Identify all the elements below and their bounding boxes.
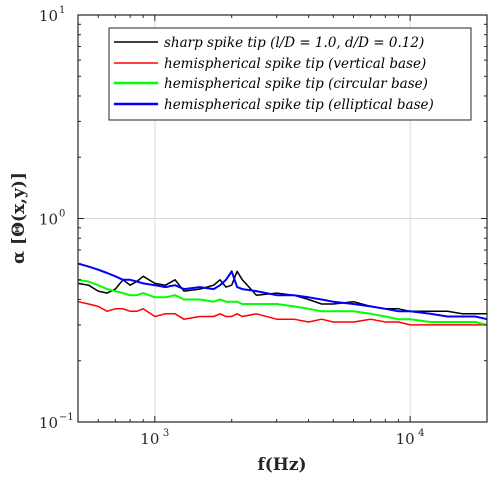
series-layer <box>77 262 488 326</box>
x-tick-exponent: 4 <box>418 428 424 439</box>
legend-label-circular: hemispherical spike tip (circular base) <box>164 76 428 92</box>
x-axis-title: f(Hz) <box>257 455 306 475</box>
x-tick-exponent: 3 <box>163 428 169 439</box>
x-tick-label: 10 <box>140 430 159 448</box>
y-tick-exponent: −1 <box>59 412 74 423</box>
y-tick-label: 10 <box>39 7 58 25</box>
y-tick-label: 10 <box>39 211 58 229</box>
elliptical-base-series <box>77 262 488 321</box>
x-tick-label: 10 <box>396 430 415 448</box>
axis-ticks: 10 3 10 410 −110 010 1 <box>39 5 488 448</box>
vertical-base-series <box>77 300 487 326</box>
y-tick-exponent: 0 <box>59 209 65 220</box>
y-axis-title: α [Θ(x,y)] <box>9 172 29 264</box>
y-tick-label: 10 <box>39 414 58 432</box>
legend-box <box>108 27 472 121</box>
y-tick-exponent: 1 <box>59 5 65 16</box>
legend-label-vertical: hemispherical spike tip (vertical base) <box>164 56 426 72</box>
circular-base-series <box>77 278 488 326</box>
legend-label-elliptical: hemispherical spike tip (elliptical base… <box>164 97 434 113</box>
legend-label-sharp: sharp spike tip (l/D = 1.0, d/D = 0.12) <box>164 35 424 51</box>
legend: sharp spike tip (l/D = 1.0, d/D = 0.12) … <box>108 27 472 121</box>
